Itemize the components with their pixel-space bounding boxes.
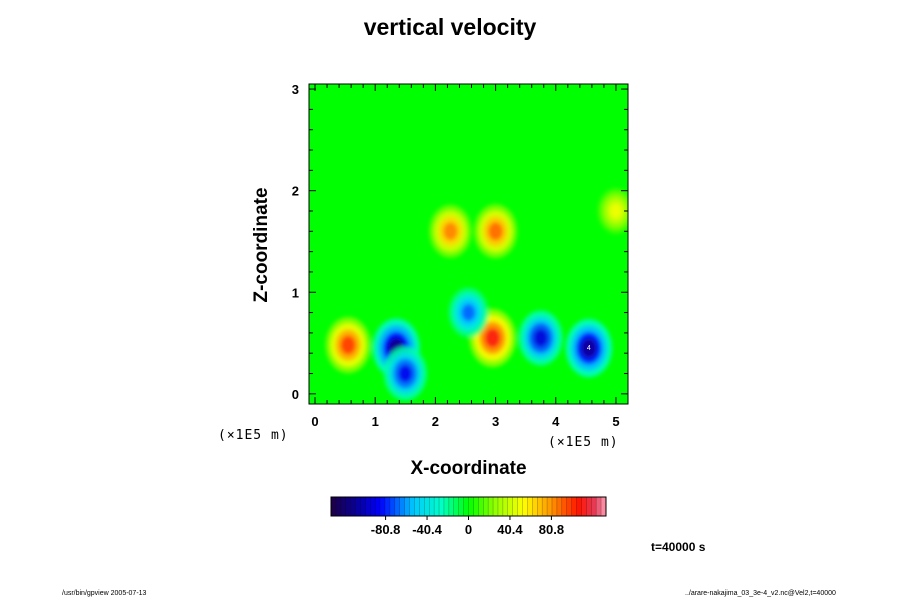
field-feature-7-level-3 bbox=[533, 328, 549, 348]
x-axis-label: X-coordinate bbox=[410, 458, 527, 479]
field-feature-8-level-3 bbox=[581, 338, 597, 358]
field-feature-9-level-3 bbox=[461, 304, 476, 322]
y-tick-label: 2 bbox=[292, 184, 299, 199]
colorbar-segment bbox=[365, 497, 371, 516]
field-feature-1-level-3 bbox=[484, 328, 501, 348]
colorbar-segment bbox=[360, 497, 366, 516]
colorbar-segment bbox=[507, 497, 513, 516]
colorbar-segment bbox=[566, 497, 572, 516]
contour-label: 4 bbox=[587, 345, 591, 352]
colorbar-segment bbox=[355, 497, 361, 516]
colorbar-segment bbox=[458, 497, 464, 516]
colorbar-segment bbox=[596, 497, 602, 516]
field-feature-0-level-3 bbox=[340, 335, 356, 355]
colorbar-segment bbox=[345, 497, 351, 516]
colorbar-labels: -80.8 -40.4 0 40.4 80.8 bbox=[371, 516, 564, 537]
colorbar-tick-label: -80.8 bbox=[371, 522, 401, 537]
colorbar-segment bbox=[561, 497, 568, 516]
field-blobs bbox=[325, 188, 628, 401]
colorbar-segment bbox=[350, 497, 356, 516]
colorbar-segment bbox=[419, 497, 425, 516]
colorbar-segment bbox=[473, 497, 479, 516]
colorbar-segment bbox=[439, 497, 445, 516]
field-feature-6-level-3 bbox=[397, 364, 413, 383]
colorbar-segment bbox=[547, 497, 553, 516]
x-tick-label: 1 bbox=[372, 414, 379, 429]
x-tick-label: 0 bbox=[311, 414, 318, 429]
colorbar-segment bbox=[394, 497, 401, 516]
time-label: t=40000 s bbox=[651, 540, 706, 554]
colorbar-segment bbox=[370, 497, 376, 516]
y-tick-label: 3 bbox=[292, 82, 299, 97]
colorbar-tick-label: 40.4 bbox=[497, 522, 523, 537]
y-tick-label: 1 bbox=[292, 285, 299, 300]
x-tick-label: 2 bbox=[432, 414, 439, 429]
colorbar-segment bbox=[414, 497, 420, 516]
velocity-field bbox=[309, 84, 628, 404]
field-feature-2-level-3 bbox=[488, 222, 503, 241]
colorbar-segment bbox=[576, 497, 582, 516]
tick-labels: 0 1 2 3 4 5 0 1 2 3 4 bbox=[292, 82, 620, 429]
colorbar-segment bbox=[385, 497, 391, 516]
plot-frame bbox=[308, 83, 629, 405]
colorbar-segment bbox=[448, 497, 455, 516]
colorbar-tick-label: 80.8 bbox=[539, 522, 564, 537]
colorbar-segment bbox=[453, 497, 459, 516]
colorbar-segment bbox=[591, 497, 597, 516]
x-tick-label: 4 bbox=[552, 414, 560, 429]
colorbar bbox=[330, 496, 607, 517]
colorbar-segment bbox=[335, 497, 342, 516]
colorbar-segment bbox=[517, 497, 523, 516]
x-tick-label: 5 bbox=[612, 414, 619, 429]
colorbar-segment bbox=[399, 497, 405, 516]
colorbar-segment bbox=[331, 497, 337, 516]
colorbar-tick-label: 0 bbox=[465, 522, 472, 537]
footer-command: /usr/bin/gpview 2005-07-13 bbox=[62, 590, 147, 597]
colorbar-segment bbox=[463, 497, 469, 516]
colorbar-segment bbox=[527, 497, 533, 516]
colorbar-segment bbox=[512, 497, 518, 516]
colorbar-segment bbox=[483, 497, 489, 516]
colorbar-segment bbox=[542, 497, 548, 516]
colorbar-segment bbox=[478, 497, 484, 516]
colorbar-segment bbox=[404, 497, 410, 516]
colorbar-segment bbox=[556, 497, 563, 516]
colorbar-segment bbox=[551, 497, 558, 516]
footer-source: ../arare-nakajima_03_3e-4_v2.nc@Vel2,t=4… bbox=[685, 590, 836, 597]
colorbar-segment bbox=[375, 497, 381, 516]
colorbar-segment bbox=[581, 497, 587, 516]
field-feature-3-level-3 bbox=[443, 222, 458, 241]
colorbar-segment bbox=[340, 497, 347, 516]
x-tick-label: 3 bbox=[492, 414, 499, 429]
colorbar-segment bbox=[571, 497, 577, 516]
colorbar-segment bbox=[443, 497, 450, 516]
axis-ticks bbox=[309, 84, 629, 404]
y-axis-label: Z-coordinate bbox=[251, 187, 272, 303]
colorbar-segment bbox=[497, 497, 504, 516]
colorbar-segment bbox=[434, 497, 440, 516]
colorbar-tick-label: -40.4 bbox=[412, 522, 442, 537]
colorbar-segment bbox=[532, 497, 538, 516]
y-tick-label: 0 bbox=[292, 387, 299, 402]
colorbar-segment bbox=[601, 497, 607, 516]
colorbar-segment bbox=[586, 497, 592, 516]
field-feature-4-level-3 bbox=[609, 203, 623, 219]
colorbar-segment bbox=[424, 497, 430, 516]
colorbar-segment bbox=[468, 497, 474, 516]
colorbar-segment bbox=[389, 497, 396, 516]
colorbar-segment bbox=[502, 497, 509, 516]
chart-title: vertical velocity bbox=[363, 14, 537, 40]
colorbar-segment bbox=[522, 497, 528, 516]
colorbar-segment bbox=[380, 497, 386, 516]
colorbar-segment bbox=[488, 497, 494, 516]
colorbar-segment bbox=[493, 497, 499, 516]
colorbar-segment bbox=[537, 497, 543, 516]
colorbar-segment bbox=[409, 497, 415, 516]
y-unit-label: (×1E5 m) bbox=[218, 428, 289, 443]
x-unit-label: (×1E5 m) bbox=[548, 435, 619, 450]
colorbar-segment bbox=[429, 497, 435, 516]
